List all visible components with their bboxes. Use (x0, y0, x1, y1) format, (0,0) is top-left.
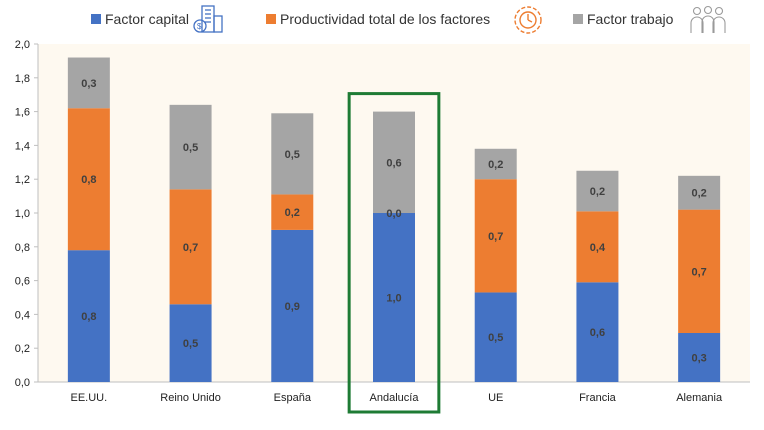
data-labels: 0,8 0,8 0,3 0,5 0,7 0,5 0,9 0,2 0,5 1,0 0,0 0,6 0,5 0… (81, 78, 707, 365)
bar-segment (678, 175, 721, 210)
bars (67, 57, 721, 382)
y-tick-label: 0,2 (15, 343, 30, 355)
bar-segment (576, 211, 619, 283)
people-group-icon (690, 5, 726, 33)
y-tick-label: 0,4 (15, 309, 30, 321)
category-label: EE.UU. (71, 392, 108, 404)
y-tick-label: 0,6 (15, 276, 30, 288)
category-label: Andalucía (370, 392, 420, 404)
bar-segment (67, 108, 110, 251)
bar-segment (271, 194, 314, 230)
bar-segment (678, 209, 721, 333)
legend-swatch-trabajo (573, 14, 583, 24)
data-label: 0,2 (285, 207, 300, 219)
bar-segment (169, 104, 212, 190)
building-money-icon: $ (193, 5, 223, 33)
bar-segment (67, 250, 110, 382)
data-label: 0,6 (386, 157, 401, 169)
data-label: 0,9 (285, 301, 300, 313)
category-label: UE (488, 392, 503, 404)
y-tick-label: 1,8 (15, 73, 30, 85)
category-label: Reino Unido (160, 392, 221, 404)
legend-swatch-ptf (266, 14, 276, 24)
category-label: Francia (579, 392, 617, 404)
clock-gear-icon (514, 6, 542, 34)
bar-segment (271, 229, 314, 382)
data-label: 0,5 (183, 338, 198, 350)
legend-swatch-capital (91, 14, 101, 24)
data-label: 0,7 (691, 266, 706, 278)
y-tick-label: 1,6 (15, 107, 30, 119)
svg-text:$: $ (197, 22, 202, 31)
bar-segment (576, 282, 619, 382)
category-label: España (274, 392, 312, 404)
data-label: 0,2 (590, 186, 605, 198)
data-label: 0,3 (691, 352, 706, 364)
legend: Factor capital $ Productividad total de … (91, 5, 726, 34)
legend-label-trabajo: Factor trabajo (587, 11, 674, 27)
data-label: 0,7 (183, 242, 198, 254)
legend-label-capital: Factor capital (105, 11, 189, 27)
highlight-box-andalucia (347, 92, 441, 414)
data-label: 0,8 (81, 311, 96, 323)
data-label: 0,5 (285, 149, 300, 161)
data-label: 0,2 (488, 159, 503, 171)
y-tick-label: 1,2 (15, 174, 30, 186)
bar-segment (474, 148, 517, 180)
bar-segment (373, 213, 415, 382)
y-tick-label: 2,0 (15, 39, 30, 51)
bar-segment (678, 332, 721, 382)
data-label: 0,2 (691, 188, 706, 200)
category-label: Alemania (676, 392, 723, 404)
y-tick-label: 0,0 (15, 377, 30, 389)
y-tick-label: 1,4 (15, 140, 30, 152)
bar-segment (169, 304, 212, 382)
bar-segment (474, 292, 517, 382)
bar-segment (169, 189, 212, 305)
data-label: 0,3 (81, 78, 96, 90)
bar-segment (373, 111, 415, 213)
data-label: 1,0 (386, 293, 401, 305)
x-axis-categories: EE.UU. Reino Unido España Andalucía UE Franci… (71, 392, 723, 404)
data-label: 0,6 (590, 327, 605, 339)
bar-segment (576, 170, 619, 212)
bar-segment (271, 113, 314, 195)
bar-segment (474, 179, 517, 293)
data-label: 0,4 (590, 242, 606, 254)
bar-segment (67, 57, 110, 109)
y-tick-label: 1,0 (15, 208, 30, 220)
data-label: 0,0 (386, 208, 401, 220)
data-label: 0,8 (81, 174, 96, 186)
data-label: 0,5 (488, 332, 503, 344)
data-label: 0,7 (488, 231, 503, 243)
data-label: 0,5 (183, 142, 198, 154)
legend-label-ptf: Productividad total de los factores (280, 11, 490, 27)
y-tick-label: 0,8 (15, 242, 30, 254)
